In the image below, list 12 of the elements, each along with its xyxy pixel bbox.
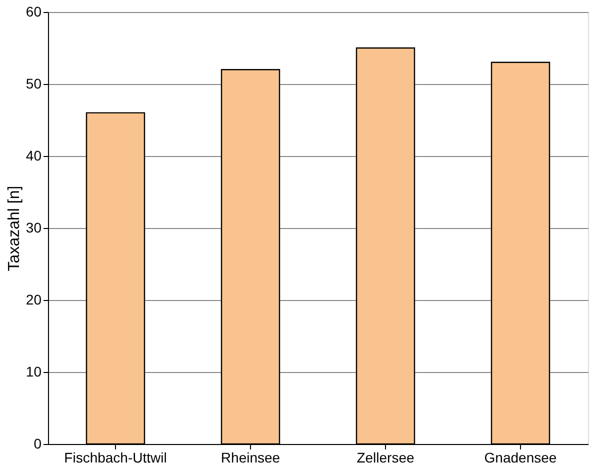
y-tick-label: 20 — [26, 292, 42, 308]
x-tick-label: Zellersee — [356, 450, 414, 466]
y-tick-label: 60 — [26, 4, 42, 20]
y-tick-label: 10 — [26, 364, 42, 380]
x-tick-label: Fischbach-Uttwil — [64, 450, 167, 466]
y-tick-label: 30 — [26, 220, 42, 236]
y-axis-title: Taxazahl [n] — [6, 186, 23, 272]
y-tick-label: 0 — [34, 436, 42, 452]
x-tick-label: Gnadensee — [484, 450, 557, 466]
y-tick-label: 50 — [26, 76, 42, 92]
x-tick-label: Rheinsee — [220, 450, 280, 466]
y-tick-label: 40 — [26, 148, 42, 164]
